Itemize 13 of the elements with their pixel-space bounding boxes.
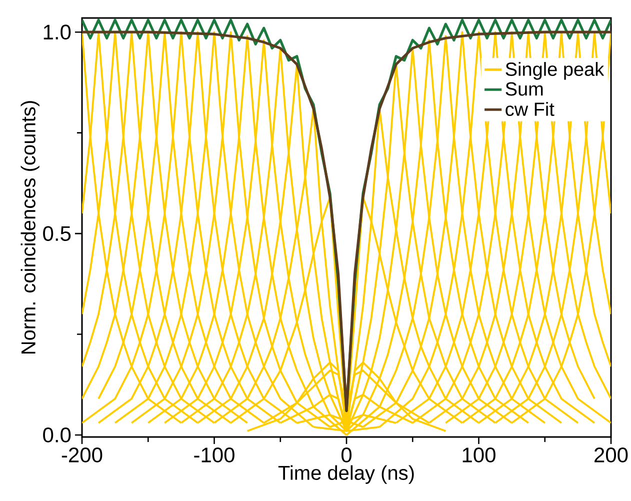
x-tick-label: 200 <box>594 448 628 462</box>
x-tick-label: 0 <box>341 448 352 462</box>
y-tick-label: 1.0 <box>44 24 71 40</box>
y-axis-title: Norm. coincidences (counts) <box>20 101 40 354</box>
x-tick-label: 100 <box>462 448 496 462</box>
x-tick-label: -100 <box>194 448 234 462</box>
legend-label: cw Fit <box>506 102 554 116</box>
x-tick-label: -200 <box>62 448 102 462</box>
legend-label: Single peak <box>506 62 604 80</box>
y-tick-label: 0.0 <box>43 428 71 442</box>
x-axis-title: Time delay (ns) <box>278 465 414 484</box>
legend-label: Sum <box>506 82 543 96</box>
y-tick-label: 0.5 <box>43 226 71 241</box>
